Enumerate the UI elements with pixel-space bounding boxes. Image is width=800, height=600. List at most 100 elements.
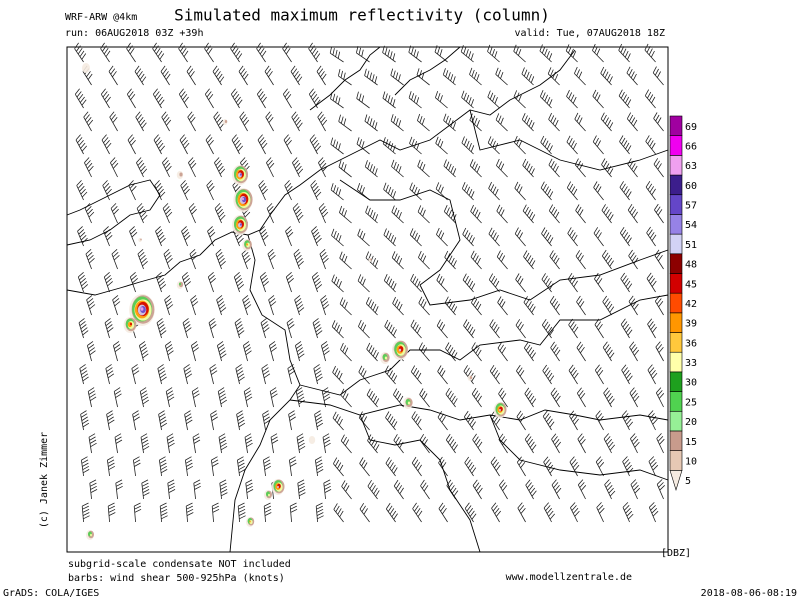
wind-barb xyxy=(626,112,638,132)
wind-barb xyxy=(498,433,508,454)
colorbar-swatch xyxy=(669,351,683,373)
wind-barb xyxy=(490,456,501,477)
wind-barb xyxy=(185,456,193,477)
reflectivity-cell xyxy=(398,348,402,352)
colorbar-tick-label: 51 xyxy=(685,240,697,251)
wind-barb xyxy=(356,91,370,109)
wind-barb xyxy=(653,112,664,132)
wind-barb xyxy=(390,114,404,132)
wind-barb xyxy=(442,68,456,86)
wind-barb xyxy=(329,46,344,63)
reflectivity-cell xyxy=(90,533,92,537)
wind-barb xyxy=(161,111,172,132)
wind-barb xyxy=(489,319,500,339)
wind-barb xyxy=(385,502,398,523)
wind-barb xyxy=(566,135,578,155)
colorbar-swatch xyxy=(669,214,683,235)
wind-barb xyxy=(268,295,277,316)
website: www.modellzentrale.de xyxy=(506,572,632,583)
wind-barb xyxy=(239,111,250,132)
wind-barb xyxy=(106,410,115,431)
wind-barb xyxy=(542,364,555,385)
wind-barb xyxy=(391,159,404,178)
wind-barb xyxy=(319,249,329,270)
wind-barb xyxy=(74,88,87,109)
wind-barb xyxy=(592,135,604,155)
wind-barb xyxy=(181,226,191,247)
wind-barb xyxy=(230,42,243,63)
reflectivity-cell xyxy=(224,120,228,123)
wind-barb xyxy=(488,181,500,201)
wind-barb xyxy=(330,137,344,155)
wind-barb xyxy=(600,66,613,86)
wind-barb xyxy=(358,365,370,385)
wind-barb xyxy=(627,158,638,178)
wind-barb xyxy=(331,320,344,339)
wind-barb xyxy=(159,502,168,523)
wind-barb xyxy=(601,158,614,178)
wind-barb xyxy=(266,203,275,224)
wind-barb xyxy=(410,319,422,339)
wind-barb xyxy=(574,66,586,86)
wind-barb xyxy=(291,111,303,132)
wind-barb xyxy=(462,227,475,247)
wind-barb xyxy=(332,411,344,431)
wind-barb xyxy=(183,364,193,385)
wind-barb xyxy=(550,387,561,408)
credit: (c) Janek Zimmer xyxy=(39,432,50,528)
wind-barb xyxy=(152,42,165,63)
wind-barb xyxy=(317,111,328,132)
wind-barb xyxy=(88,433,97,454)
wind-barb xyxy=(100,42,111,63)
wind-barb xyxy=(513,44,526,63)
wind-barb xyxy=(290,65,303,86)
colorbar-swatch xyxy=(669,253,683,274)
wind-barb xyxy=(443,205,457,224)
colorbar-swatch xyxy=(669,450,683,471)
wind-barb xyxy=(323,479,332,500)
wind-barbs xyxy=(74,42,665,523)
wind-barb xyxy=(592,43,604,63)
wind-barb xyxy=(160,65,171,86)
wind-barb xyxy=(620,272,633,293)
wind-barb xyxy=(259,226,269,247)
wind-barb xyxy=(621,410,634,431)
reflectivity-cell xyxy=(384,356,388,360)
wind-barb xyxy=(497,341,508,362)
wind-barb xyxy=(417,113,430,132)
wind-barb xyxy=(592,89,604,109)
reflectivity-cell xyxy=(277,485,279,489)
wind-barb xyxy=(135,111,147,132)
wind-barb xyxy=(159,456,168,477)
wind-barb xyxy=(165,387,175,408)
wind-barb xyxy=(435,182,448,201)
border xyxy=(489,414,669,481)
wind-barb xyxy=(314,410,324,431)
map xyxy=(66,42,669,553)
wind-barb xyxy=(596,502,605,523)
wind-barb xyxy=(338,160,352,178)
wind-barb xyxy=(164,295,174,316)
wind-barb xyxy=(487,44,500,63)
wind-barb xyxy=(418,250,430,270)
wind-barb xyxy=(393,479,404,500)
wind-barb xyxy=(285,271,294,293)
colorbar-tick-label: 5 xyxy=(685,476,691,487)
wind-barb xyxy=(100,88,111,109)
wind-barb xyxy=(214,203,226,224)
wind-barb xyxy=(488,273,500,293)
reflectivity-cell xyxy=(240,173,242,176)
wind-barb xyxy=(463,410,476,431)
wind-barb xyxy=(594,364,604,385)
colorbar-swatch xyxy=(669,292,683,314)
wind-barb xyxy=(74,42,87,63)
wind-barb xyxy=(393,388,404,408)
wind-barb xyxy=(514,181,526,201)
wind-barb xyxy=(158,410,168,431)
wind-barb xyxy=(136,157,148,178)
colorbar-tick-label: 66 xyxy=(685,142,697,153)
model-label: WRF-ARW @4km xyxy=(65,12,137,23)
colorbar-unit: [DBZ] xyxy=(661,548,691,559)
borders xyxy=(66,46,669,553)
